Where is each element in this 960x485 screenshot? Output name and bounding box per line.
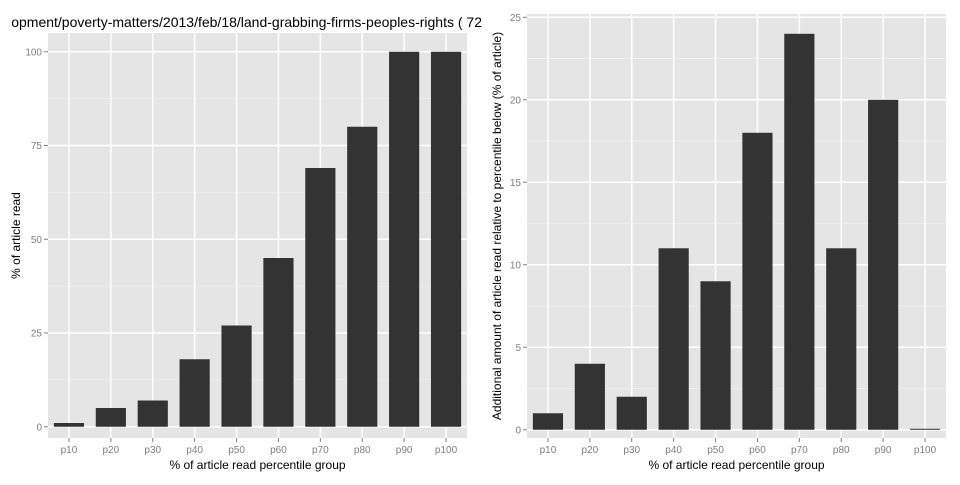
right-bar-p20 [574,363,605,430]
left-x-tick-label: p20 [103,445,120,456]
right-y-tick-label: 25 [510,13,522,24]
left-bar-p100 [430,51,462,427]
right-bar-p90 [868,99,899,430]
left-bar-p20 [95,408,126,427]
left-y-tick-label: 0 [36,422,42,433]
right-y-tick-label: 0 [515,425,521,436]
left-x-tick-label: p40 [186,445,203,456]
left-y-tick-label: 25 [31,329,43,340]
right-x-tick-label: p40 [665,445,682,456]
right-bar-p40 [658,248,689,430]
left-bar-p40 [179,359,210,427]
right-x-tick-label: p90 [875,445,892,456]
left-bar-p80 [347,126,378,427]
left-bar-p90 [389,51,420,427]
right-bar-p80 [826,248,857,430]
right-bar-p70 [784,33,815,430]
left-bar-p60 [263,258,294,427]
left-bar-p50 [221,325,252,427]
right-x-tick-label: p10 [540,445,557,456]
left-y-tick-label: 75 [31,141,43,152]
right-bar-p60 [742,132,773,430]
left-y-axis-label: % of article read [9,192,23,279]
right-y-axis-label: Additional amount of article read relati… [490,32,504,420]
right-y-tick-label: 20 [510,95,522,106]
right-x-tick-label: p60 [749,445,766,456]
left-x-tick-label: p60 [270,445,287,456]
left-x-tick-label: p10 [61,445,78,456]
left-x-tick-label: p100 [435,445,458,456]
left-x-tick-label: p70 [312,445,329,456]
left-bar-p10 [53,423,85,427]
left-x-tick-label: p50 [228,445,245,456]
right-bar-p100 [909,428,941,430]
left-x-tick-label: p80 [354,445,371,456]
left-bar-p70 [305,168,336,427]
right-y-tick-label: 10 [510,260,522,271]
right-bar-p50 [700,281,731,430]
left-chart: 0 25 50 75 100 p10 p20 p30 p40 p50 p60 p70 p80 p90 p10… [9,33,467,472]
right-bar-p30 [616,396,647,430]
left-bar-p30 [137,400,168,427]
left-y-tick-label: 100 [25,47,42,58]
right-x-tick-label: p100 [914,445,937,456]
left-x-tick-label: p30 [144,445,161,456]
right-x-tick-label: p50 [707,445,724,456]
left-y-tick-label: 50 [31,235,43,246]
right-y-tick-label: 5 [515,343,521,354]
right-x-tick-label: p80 [833,445,850,456]
right-x-tick-label: p70 [791,445,808,456]
right-x-tick-label: p20 [582,445,599,456]
right-y-tick-label: 15 [510,178,522,189]
right-x-axis-label: % of article read percentile group [648,458,824,472]
right-chart: 0 5 10 15 20 25 p10 p20 p30 p40 p50 p60 p70 p80 p90 p10… [490,13,946,472]
right-bar-p10 [532,413,564,430]
left-x-tick-label: p90 [396,445,413,456]
right-x-tick-label: p30 [623,445,640,456]
chart-title: opment/poverty-matters/2013/feb/18/land-… [11,14,482,30]
left-x-axis-label: % of article read percentile group [169,458,345,472]
